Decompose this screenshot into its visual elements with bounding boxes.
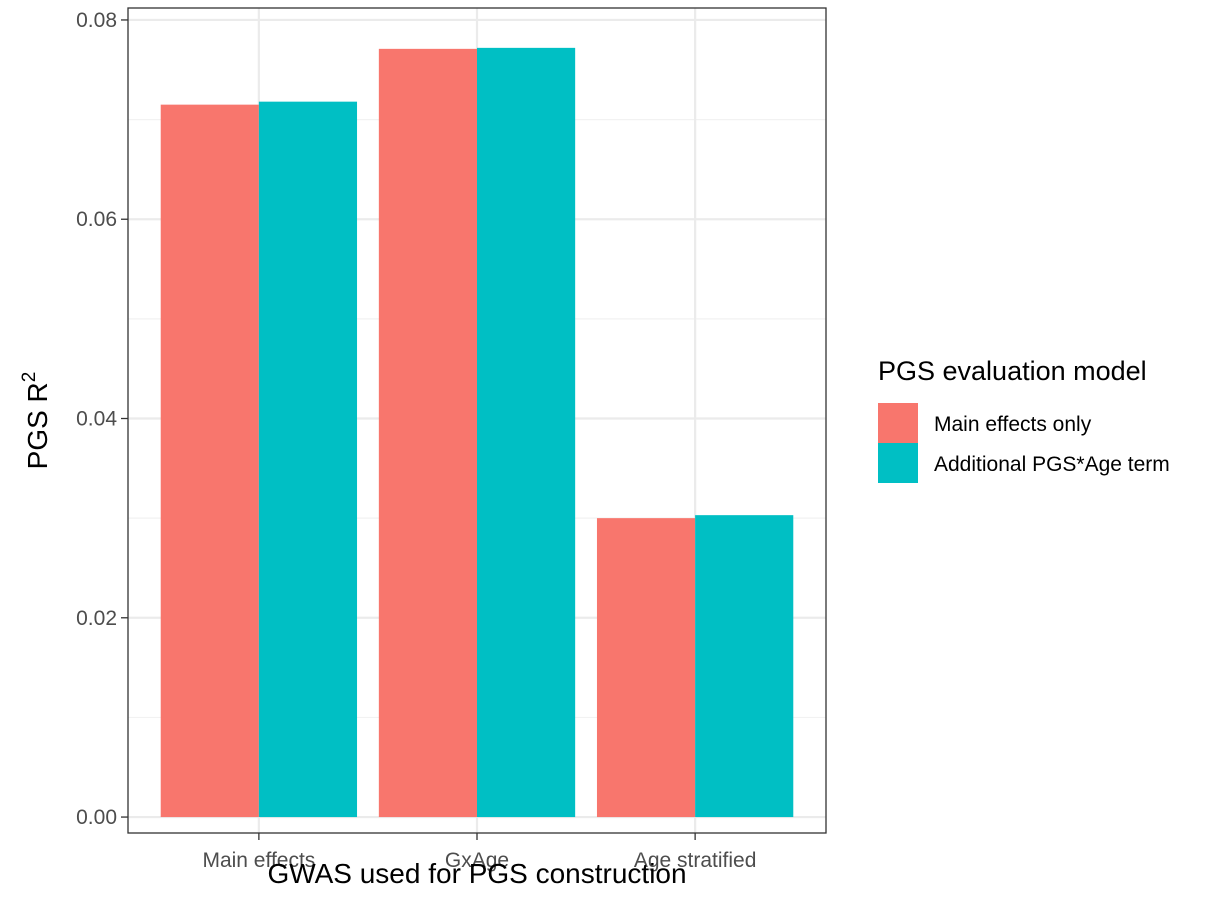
y-tick-label: 0.04 bbox=[76, 408, 117, 431]
legend-label-2: Additional PGS*Age term bbox=[934, 453, 1170, 476]
y-tick-label: 0.02 bbox=[76, 607, 117, 630]
bars bbox=[160, 47, 794, 818]
legend-key-1 bbox=[878, 403, 918, 443]
y-axis-title: PGS R2 bbox=[19, 372, 53, 470]
y-axis-title-text: PGS R bbox=[22, 382, 53, 469]
y-axis: 0.00 0.02 0.04 0.06 0.08 bbox=[76, 9, 128, 829]
y-tick-label: 0.06 bbox=[76, 208, 117, 231]
y-tick-label: 0.08 bbox=[76, 9, 117, 32]
bar-gxage-series-2 bbox=[477, 47, 576, 818]
x-tick-label: Main effects bbox=[202, 849, 315, 872]
legend-title: PGS evaluation model bbox=[878, 356, 1147, 386]
bar-gxage-series-1 bbox=[378, 48, 477, 818]
y-axis-title-superscript: 2 bbox=[19, 372, 40, 383]
bar-main-effects-series-2 bbox=[258, 101, 358, 818]
x-tick-label: Age stratified bbox=[634, 849, 757, 872]
bar-age-stratified-series-1 bbox=[596, 518, 696, 818]
x-axis: Main effects GxAge Age stratified bbox=[202, 833, 756, 872]
legend: PGS evaluation model Main effects only Ad… bbox=[878, 356, 1170, 483]
x-tick-label: GxAge bbox=[445, 849, 509, 872]
legend-key-2 bbox=[878, 443, 918, 483]
bar-age-stratified-series-2 bbox=[695, 515, 794, 818]
x-axis-title: GWAS used for PGS construction bbox=[267, 858, 686, 889]
legend-label-1: Main effects only bbox=[934, 413, 1092, 436]
bar-main-effects-series-1 bbox=[160, 104, 259, 818]
y-tick-label: 0.00 bbox=[76, 806, 117, 829]
x-axis-title-text: GWAS used for PGS construction bbox=[267, 858, 686, 889]
